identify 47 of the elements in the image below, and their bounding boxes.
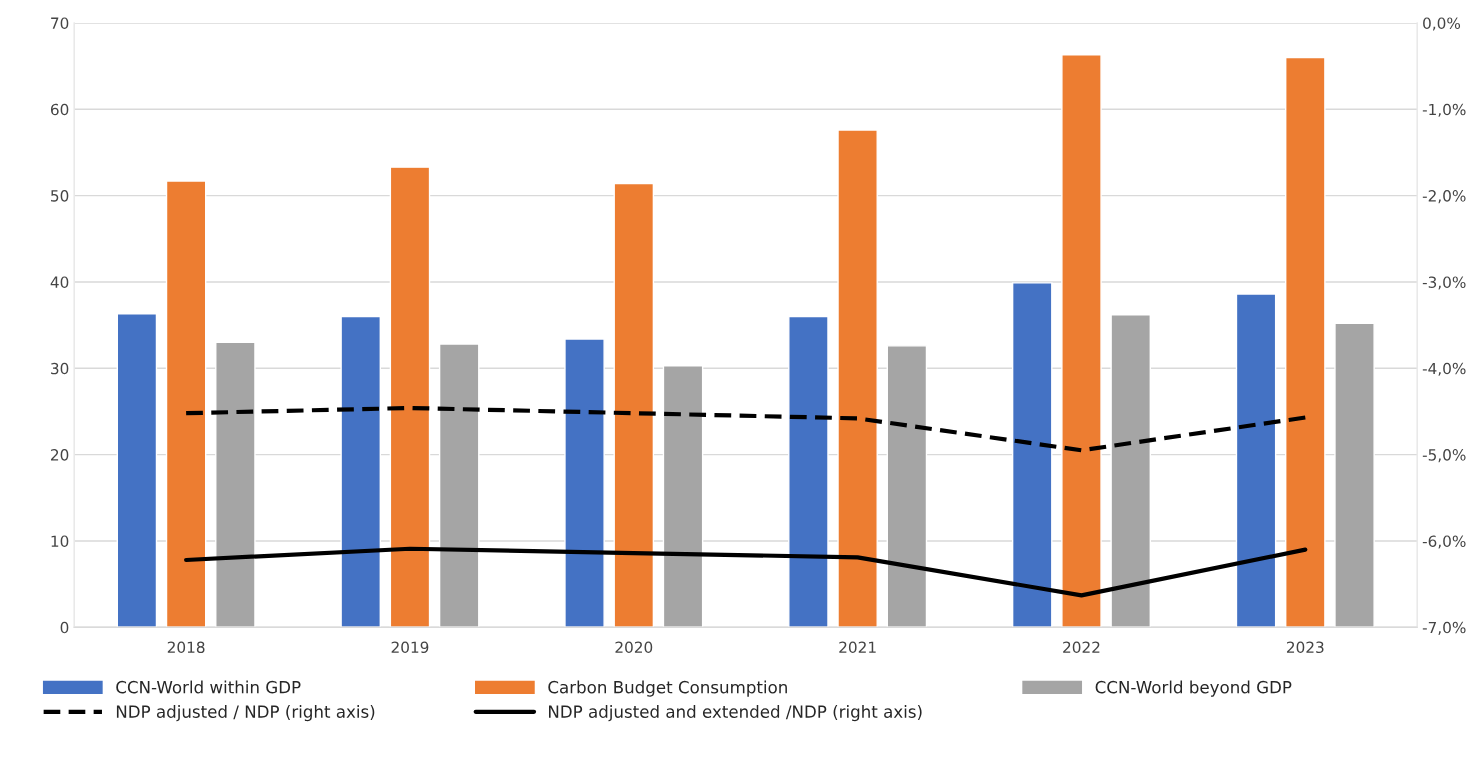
x-tick-label: 2021	[839, 641, 876, 654]
y2-tick-label: -5,0%	[1422, 449, 1466, 463]
x-tick-label: 2018	[167, 641, 205, 654]
bar	[165, 180, 207, 628]
y2-tick-label: -4,0%	[1422, 362, 1466, 376]
bar	[1235, 293, 1277, 628]
x-tick-label: 2023	[1286, 641, 1324, 654]
x-tick-label: 2022	[1063, 641, 1100, 654]
y2-tick-label: -2,0%	[1422, 190, 1466, 204]
legend-label: Carbon Budget Consumption	[548, 680, 787, 697]
x-tick-label: 2020	[615, 641, 653, 654]
y-tick-label: 20	[51, 449, 69, 461]
y2-tick-label: -3,0%	[1422, 276, 1466, 290]
bar	[438, 343, 480, 628]
bar	[389, 166, 431, 628]
bar	[1061, 54, 1102, 628]
y-tick-label: 60	[50, 103, 69, 116]
y2-tick-label: 0,0%	[1423, 17, 1461, 31]
y-tick-label: 70	[51, 17, 69, 29]
bar	[1334, 322, 1375, 628]
bar	[837, 129, 878, 628]
y2-tick-label: -1,0%	[1422, 103, 1466, 117]
y-tick-label: 40	[50, 276, 69, 288]
bar	[564, 338, 605, 628]
bar	[215, 341, 256, 628]
y-tick-label: 0	[60, 621, 69, 634]
bar	[340, 315, 381, 628]
bar	[1011, 282, 1053, 628]
y2-tick-label: -6,0%	[1422, 535, 1466, 549]
legend-label: CCN-World within GDP	[116, 680, 301, 694]
x-tick-label: 2019	[391, 641, 429, 654]
bar	[1285, 56, 1326, 628]
y-tick-label: 50	[51, 190, 69, 202]
line-series	[184, 546, 1308, 598]
bar	[662, 365, 704, 628]
bar	[116, 313, 158, 628]
y-tick-label: 30	[51, 362, 69, 375]
bar	[886, 345, 928, 628]
y-tick-label: 10	[51, 535, 69, 547]
legend-label: CCN-World beyond GDP	[1095, 680, 1292, 697]
y2-tick-label: -7,0%	[1422, 621, 1466, 635]
line-series	[184, 405, 1308, 453]
bar	[1110, 314, 1151, 628]
bar	[788, 315, 829, 628]
legend-label: NDP adjusted / NDP (right axis)	[116, 705, 375, 722]
legend-label: NDP adjusted and extended /NDP (right axis)	[549, 705, 922, 722]
bar	[613, 182, 655, 628]
